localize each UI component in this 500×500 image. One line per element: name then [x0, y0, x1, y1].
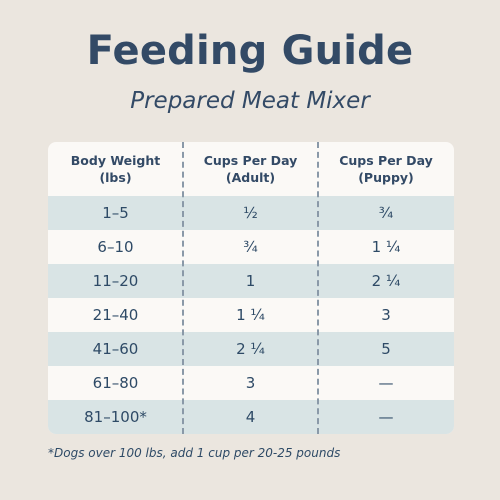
header-cups-puppy-line2: (Puppy)	[358, 170, 414, 185]
adult-cups-cell: 1 ¼	[236, 306, 265, 324]
weight-cell: 81–100*	[84, 408, 147, 426]
puppy-cups-cell: ¾	[378, 204, 394, 222]
header-body-weight-line2: (lbs)	[99, 170, 132, 185]
adult-cups-cell: ¾	[243, 238, 258, 256]
footnote: *Dogs over 100 lbs, add 1 cup per 20-25 …	[48, 446, 341, 460]
puppy-cups-cell: 2 ¼	[371, 272, 401, 290]
adult-cups-cell: 4	[245, 408, 256, 426]
page-subtitle: Prepared Meat Mixer	[130, 88, 370, 114]
feeding-table: Body Weight (lbs) Cups Per Day (Adult) C…	[48, 142, 454, 434]
weight-cell: 61–80	[92, 374, 139, 392]
adult-cups-cell: 3	[245, 374, 256, 392]
header-cups-adult-line2: (Adult)	[225, 170, 276, 185]
weight-cell: 21–40	[92, 306, 139, 324]
adult-cups-cell: 1	[245, 272, 256, 290]
puppy-cups-cell: 1 ¼	[371, 238, 401, 256]
table-row: 21–40 1 ¼ 3	[48, 298, 454, 332]
column-divider	[182, 142, 184, 434]
puppy-cups-cell: —	[378, 408, 394, 426]
table-row: 81–100* 4 —	[48, 400, 454, 434]
header-body-weight-line1: Body Weight	[70, 153, 161, 168]
table-row: 11–20 1 2 ¼	[48, 264, 454, 298]
table-row: 1–5 ½ ¾	[48, 196, 454, 230]
table-row: 6–10 ¾ 1 ¼	[48, 230, 454, 264]
column-divider	[317, 142, 319, 434]
table-header-row: Body Weight (lbs) Cups Per Day (Adult) C…	[48, 142, 454, 196]
weight-cell: 1–5	[102, 204, 129, 222]
weight-cell: 6–10	[97, 238, 134, 256]
page-title: Feeding Guide	[86, 28, 414, 74]
table-row: 41–60 2 ¼ 5	[48, 332, 454, 366]
puppy-cups-cell: 5	[381, 340, 391, 358]
header-cups-adult: Cups Per Day (Adult)	[183, 142, 318, 196]
weight-cell: 41–60	[92, 340, 139, 358]
adult-cups-cell: 2 ¼	[236, 340, 265, 358]
weight-cell: 11–20	[92, 272, 139, 290]
puppy-cups-cell: —	[378, 374, 394, 392]
adult-cups-cell: ½	[243, 204, 258, 222]
puppy-cups-cell: 3	[381, 306, 391, 324]
header-body-weight: Body Weight (lbs)	[48, 142, 183, 196]
header-cups-adult-line1: Cups Per Day	[203, 153, 298, 168]
table-row: 61–80 3 —	[48, 366, 454, 400]
header-cups-puppy-line1: Cups Per Day	[339, 153, 433, 168]
header-cups-puppy: Cups Per Day (Puppy)	[318, 142, 454, 196]
